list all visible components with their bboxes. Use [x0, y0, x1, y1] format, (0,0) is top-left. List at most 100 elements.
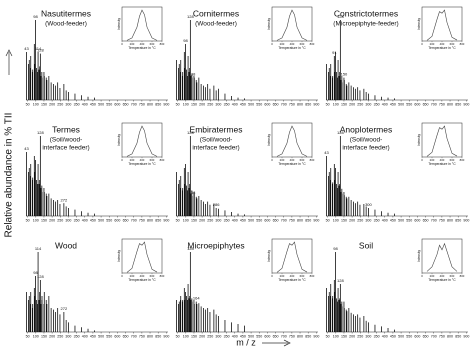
inset-x-tick-label: 0 — [121, 158, 123, 162]
x-tick-label: 400 — [82, 218, 88, 222]
inset-x-tick-label: 600 — [300, 274, 305, 278]
inset-x-tick-label: 400 — [290, 158, 295, 162]
peak-label: 164 — [193, 296, 200, 301]
x-tick-label: 600 — [264, 218, 270, 222]
x-tick-label: 350 — [74, 218, 80, 222]
peak-label: 128 — [187, 130, 194, 135]
peak-label: 128 — [37, 130, 44, 135]
inset-curve — [276, 125, 308, 157]
inset-frame — [421, 122, 463, 158]
x-tick-label: 600 — [414, 334, 420, 338]
inset-x-tick-label: 800 — [160, 42, 165, 46]
panel-title: Soil — [359, 240, 373, 250]
x-tick-label: 50 — [326, 102, 330, 106]
inset-x-tick-label: 800 — [460, 42, 465, 46]
peak-label: 114 — [35, 246, 42, 251]
inset-y-label: Intensity — [117, 250, 121, 262]
x-tick-label: 650 — [273, 102, 279, 106]
x-tick-label: 550 — [256, 218, 262, 222]
x-tick-label: 700 — [281, 334, 287, 338]
x-tick-label: 800 — [447, 334, 453, 338]
x-tick-label: 650 — [123, 218, 129, 222]
inset-curve — [276, 241, 308, 273]
x-tick-label: 650 — [423, 218, 429, 222]
x-tick-label: 300 — [65, 334, 71, 338]
panel-subtitle: (Wood-feeder) — [45, 21, 87, 28]
inset-curve — [426, 9, 458, 41]
x-tick-label: 750 — [289, 334, 295, 338]
inset-frame — [271, 238, 313, 274]
inset-x-label: Temperature in °C — [428, 278, 456, 282]
x-tick-label: 400 — [82, 334, 88, 338]
x-tick-label: 400 — [232, 334, 238, 338]
x-tick-label: 700 — [131, 102, 137, 106]
x-tick-label: 900 — [163, 102, 169, 106]
x-tick-label: 250 — [57, 218, 63, 222]
x-tick-label: 150 — [41, 102, 47, 106]
x-tick-label: 550 — [406, 218, 412, 222]
inset-frame — [121, 6, 163, 42]
x-tick-label: 300 — [65, 102, 71, 106]
inset-curve — [126, 125, 158, 157]
x-tick-label: 900 — [313, 102, 319, 106]
inset-x-tick-label: 600 — [450, 274, 455, 278]
x-tick-label: 350 — [224, 218, 230, 222]
inset-x-tick-label: 400 — [440, 42, 445, 46]
x-tick-label: 750 — [139, 334, 145, 338]
x-tick-label: 900 — [313, 218, 319, 222]
x-tick-label: 250 — [357, 102, 363, 106]
x-tick-label: 600 — [414, 218, 420, 222]
x-tick-label: 500 — [248, 102, 254, 106]
x-tick-label: 350 — [224, 334, 230, 338]
x-tick-label: 900 — [163, 218, 169, 222]
x-tick-label: 300 — [215, 218, 221, 222]
inset-x-tick-label: 200 — [280, 42, 285, 46]
inset-x-tick-label: 0 — [421, 42, 423, 46]
x-tick-label: 250 — [57, 102, 63, 106]
x-tick-label: 200 — [49, 102, 55, 106]
x-tick-label: 400 — [382, 218, 388, 222]
peak-label: 138 — [189, 190, 196, 195]
x-tick-label: 50 — [326, 334, 330, 338]
x-tick-label: 100 — [183, 102, 189, 106]
x-tick-label: 400 — [382, 102, 388, 106]
peak-label: 272 — [61, 306, 68, 311]
x-tick-label: 200 — [49, 334, 55, 338]
x-tick-label: 250 — [207, 334, 213, 338]
x-tick-label: 600 — [414, 102, 420, 106]
peak-label: 128 — [187, 246, 194, 251]
x-tick-label: 850 — [455, 218, 461, 222]
x-tick-label: 750 — [439, 102, 445, 106]
inset-x-tick-label: 800 — [460, 158, 465, 162]
x-tick-label: 150 — [341, 102, 347, 106]
x-tick-label: 900 — [313, 334, 319, 338]
panel-title: Constrictotermes — [334, 8, 398, 18]
x-tick-label: 650 — [273, 334, 279, 338]
x-tick-label: 150 — [341, 218, 347, 222]
inset-x-tick-label: 0 — [121, 274, 123, 278]
peak-label: 128 — [187, 14, 194, 19]
panel-title: Nasutitermes — [41, 8, 91, 18]
x-tick-label: 800 — [447, 102, 453, 106]
inset-x-label: Temperature in °C — [428, 46, 456, 50]
x-tick-label: 100 — [33, 102, 39, 106]
x-tick-label: 300 — [215, 334, 221, 338]
x-tick-label: 200 — [199, 102, 205, 106]
x-tick-label: 550 — [106, 218, 112, 222]
peak-label: 98 — [33, 14, 38, 19]
peak-label: 286 — [213, 202, 220, 207]
x-tick-label: 400 — [382, 334, 388, 338]
inset-x-tick-label: 200 — [130, 42, 135, 46]
x-tick-label: 600 — [264, 334, 270, 338]
inset-x-tick-label: 600 — [150, 158, 155, 162]
x-tick-label: 700 — [281, 218, 287, 222]
x-tick-label: 50 — [176, 218, 180, 222]
peak-label: 128 — [337, 14, 344, 19]
inset-x-label: Temperature in °C — [128, 162, 156, 166]
panel-title: Cornitermes — [193, 8, 239, 18]
peak-label: 43 — [324, 150, 329, 155]
inset-x-tick-label: 200 — [280, 158, 285, 162]
x-tick-label: 500 — [248, 218, 254, 222]
panel-subtitle: (Soil/wood- — [350, 137, 383, 144]
